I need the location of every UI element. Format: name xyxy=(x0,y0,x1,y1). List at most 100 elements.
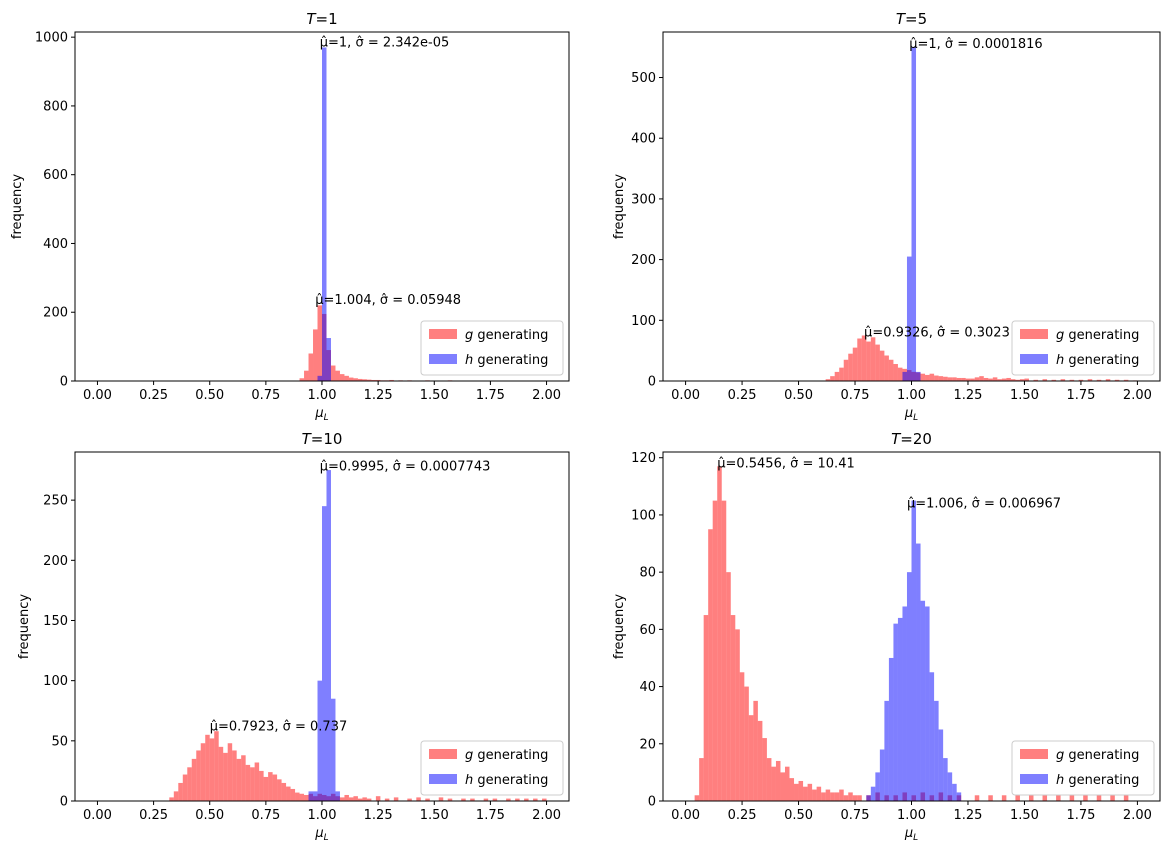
bar-g-44 xyxy=(366,798,372,801)
bar-g-14 xyxy=(757,720,763,801)
x-tick-label: 1.75 xyxy=(476,388,505,403)
x-tick-label: 1.75 xyxy=(1066,808,1095,823)
y-axis-label: frequency xyxy=(612,174,627,240)
bar-g-20 xyxy=(389,379,394,381)
chart-panel-1: 0.00 0.25 0.50 0.75 1.00 1.25 1.50 1.75 2.00 0 200… xyxy=(10,10,570,423)
chart-panel-3: 0.00 0.25 0.50 0.75 1.00 1.25 1.50 1.75 2.00 0 50 1… xyxy=(17,430,570,843)
bar-g-53 xyxy=(1042,795,1048,801)
bar-h-9 xyxy=(906,572,912,801)
bar-g-13 xyxy=(357,378,363,381)
bar-g-48 xyxy=(974,795,980,801)
bar-g-45 xyxy=(375,796,381,801)
bar-h-0 xyxy=(902,371,907,381)
bar-g-51 xyxy=(438,797,444,801)
bar-g-19 xyxy=(254,762,260,801)
bar-g-10 xyxy=(214,731,219,801)
bar-g-39 xyxy=(344,794,349,801)
x-tick-label: 2.00 xyxy=(1123,808,1152,823)
x-tick-label: 1.50 xyxy=(1010,808,1039,823)
x-tick-label: 0.75 xyxy=(841,388,870,403)
bar-g-3 xyxy=(708,529,713,801)
bar-g-40 xyxy=(348,797,354,801)
x-tick-label: 1.00 xyxy=(308,388,337,403)
bar-g-7 xyxy=(857,338,862,381)
x-tick-label: 1.25 xyxy=(954,388,983,403)
bar-g-24 xyxy=(803,786,808,801)
bar-h-17 xyxy=(943,758,948,801)
bar-g-0 xyxy=(299,378,305,381)
y-tick-label: 0 xyxy=(648,375,656,390)
bar-g-37 xyxy=(992,377,998,381)
bar-g-11 xyxy=(875,344,880,381)
bar-g-33 xyxy=(974,377,980,381)
x-tick-label: 0.00 xyxy=(83,388,112,403)
bar-g-4 xyxy=(843,359,849,381)
bar-g-49 xyxy=(988,795,993,801)
x-tick-label: 2.00 xyxy=(1123,388,1152,403)
x-tick-label: 1.00 xyxy=(897,388,926,403)
bar-g-5 xyxy=(191,758,197,801)
bar-g-57 xyxy=(506,798,511,801)
bar-h-4 xyxy=(326,470,331,801)
bar-g-23 xyxy=(798,780,804,801)
bar-g-59 xyxy=(1123,795,1129,801)
x-tick-label: 0.75 xyxy=(251,808,280,823)
y-tick-label: 0 xyxy=(60,375,68,390)
bar-h-11 xyxy=(916,543,921,801)
y-tick-label: 80 xyxy=(639,566,656,581)
x-axis-label: μL xyxy=(904,826,918,843)
x-tick-label: 0.25 xyxy=(728,808,757,823)
bar-g-56 xyxy=(1083,795,1088,801)
legend-label-g: g generating xyxy=(465,328,548,343)
stat-annotation: μ̂=0.5456, σ̂ = 10.41 xyxy=(717,456,855,471)
bar-g-40 xyxy=(1006,377,1011,381)
bars-group xyxy=(299,47,547,381)
bar-g-39 xyxy=(1001,378,1007,381)
x-tick-label: 1.25 xyxy=(954,808,983,823)
bar-g-16 xyxy=(766,758,772,801)
y-tick-label: 400 xyxy=(631,132,656,147)
bar-g-15 xyxy=(762,738,767,801)
bar-g-20 xyxy=(784,766,790,801)
legend-label-g: g generating xyxy=(465,748,548,763)
legend-label-h: h generating xyxy=(1056,773,1139,788)
bar-g-1 xyxy=(173,791,179,801)
y-tick-label: 120 xyxy=(631,451,656,466)
bar-g-25 xyxy=(807,783,813,801)
bar-g-0 xyxy=(694,795,700,801)
y-tick-label: 0 xyxy=(648,795,656,810)
x-tick-label: 1.25 xyxy=(364,388,393,403)
y-axis-label: frequency xyxy=(612,594,627,660)
bar-g-11 xyxy=(218,746,224,801)
bar-g-51 xyxy=(1087,379,1093,381)
bar-g-30 xyxy=(830,792,835,801)
bar-g-34 xyxy=(979,376,984,381)
bar-g-3 xyxy=(313,329,318,381)
y-tick-label: 200 xyxy=(631,253,656,268)
bar-g-43 xyxy=(1019,379,1025,381)
x-tick-label: 2.00 xyxy=(532,808,561,823)
bar-g-24 xyxy=(934,375,939,381)
legend-swatch-g xyxy=(1020,749,1048,759)
bar-g-55 xyxy=(483,798,489,801)
bar-g-27 xyxy=(816,786,822,801)
bar-g-18 xyxy=(250,767,255,801)
bar-g-50 xyxy=(1078,379,1084,381)
x-axis-label: μL xyxy=(314,826,328,843)
bar-g-44 xyxy=(1024,378,1029,381)
bar-g-54 xyxy=(1114,379,1120,381)
bar-g-60 xyxy=(533,798,538,801)
bar-g-27 xyxy=(290,788,296,801)
bar-g-2 xyxy=(308,353,314,381)
bar-h-15 xyxy=(934,700,939,801)
bar-h-1 xyxy=(870,786,876,801)
bar-h-12 xyxy=(920,600,926,801)
bar-g-21 xyxy=(789,778,795,801)
legend-swatch-g xyxy=(429,329,457,339)
stat-annotation: μ̂=1.004, σ̂ = 0.05948 xyxy=(315,293,461,308)
bar-g-42 xyxy=(1015,379,1020,381)
bar-g-26 xyxy=(286,786,291,801)
bar-g-5 xyxy=(717,466,722,801)
x-tick-label: 0.00 xyxy=(671,808,700,823)
bar-h-5 xyxy=(888,657,894,801)
